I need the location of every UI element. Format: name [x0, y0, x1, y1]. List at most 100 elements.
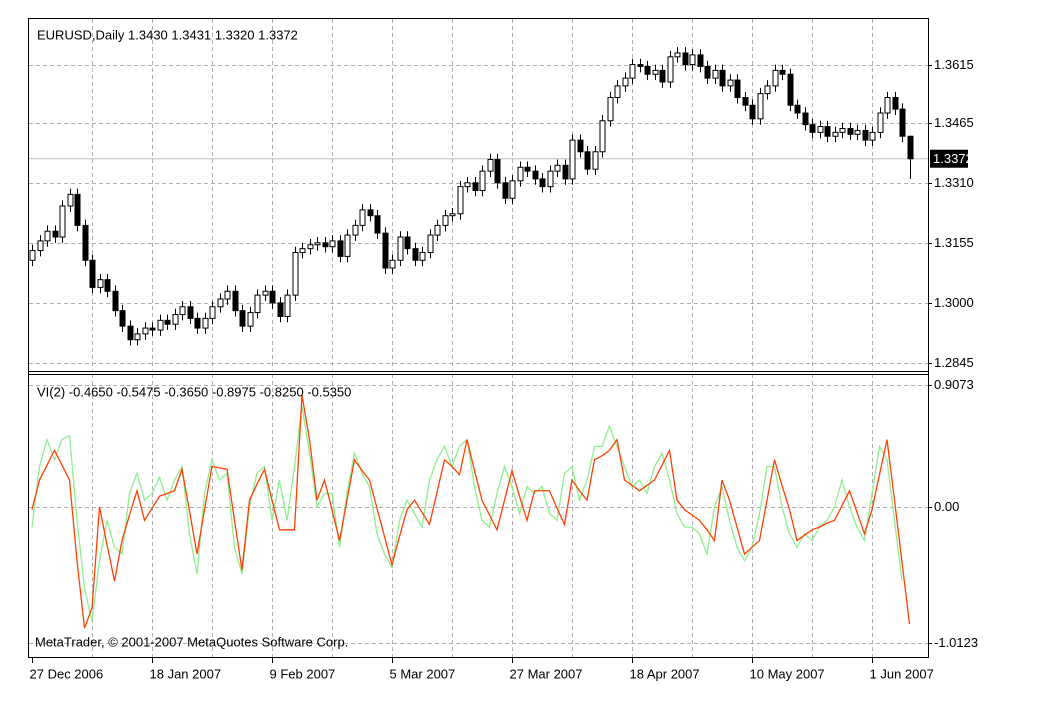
candle-body: [74, 193, 81, 226]
candle-body: [179, 306, 186, 316]
candle-body: [389, 259, 396, 269]
candle-body: [607, 97, 614, 122]
candle-body: [832, 131, 839, 137]
candle-body: [397, 236, 404, 261]
price-title: EURUSD,Daily 1.3430 1.3431 1.3320 1.3372: [37, 27, 298, 42]
indicator-line: [31, 395, 911, 629]
candle-body: [217, 298, 224, 308]
candle-body: [599, 120, 606, 153]
indicator-title: VI(2) -0.4650 -0.5475 -0.3650 -0.8975 -0…: [37, 384, 351, 399]
candle-body: [854, 129, 861, 135]
candle-body: [367, 209, 374, 217]
candle-body: [584, 151, 591, 170]
candle-body: [37, 240, 44, 252]
candle-body: [104, 279, 111, 292]
labels-layer: 27 Dec 2006 18 Jan 2007 9 Feb 2007 5 Mar 20…: [30, 57, 979, 682]
candle-body: [89, 259, 96, 288]
candle-body: [29, 250, 36, 261]
candle-body: [442, 215, 449, 226]
candle-body: [712, 69, 719, 79]
candle-body: [884, 97, 891, 114]
candle-body: [359, 209, 366, 226]
y-tick-label: 1.3615: [934, 57, 974, 72]
copyright: MetaTrader, © 2001-2007 MetaQuotes Softw…: [35, 634, 348, 649]
candle-body: [869, 131, 876, 141]
candle-body: [547, 170, 554, 188]
current-price-box: [930, 149, 968, 168]
candle-body: [269, 290, 276, 304]
candle-body: [907, 135, 914, 160]
candle-body: [449, 213, 456, 217]
candle-body: [569, 139, 576, 180]
candle-body: [59, 205, 66, 238]
frame: [28, 18, 929, 658]
candle-body: [344, 234, 351, 257]
candle-body: [494, 159, 501, 184]
candle-body: [817, 126, 824, 133]
candle-body: [209, 306, 216, 319]
candle-body: [787, 73, 794, 106]
x-tick-label: 9 Feb 2007: [270, 666, 336, 681]
x-tick-label: 27 Mar 2007: [510, 666, 583, 681]
candle-body: [82, 224, 89, 261]
y-tick-label: 0.9073: [934, 377, 974, 392]
candle-body: [239, 310, 246, 327]
candle-body: [524, 166, 531, 172]
x-tick-label: 27 Dec 2006: [30, 666, 104, 681]
candle-body: [839, 128, 846, 133]
candle-body: [322, 242, 329, 248]
candle-body: [307, 244, 314, 250]
candle-body: [472, 182, 479, 192]
candle-body: [892, 97, 899, 110]
marks-layer: [29, 47, 914, 629]
candle-body: [374, 215, 381, 234]
candle-body: [659, 69, 666, 83]
candle-body: [67, 193, 74, 207]
candle-body: [284, 294, 291, 317]
x-tick-label: 5 Mar 2007: [390, 666, 456, 681]
y-tick-label: 1.3000: [934, 295, 974, 310]
candle-body: [232, 290, 239, 312]
candle-body: [562, 164, 569, 180]
candle-body: [667, 56, 674, 83]
candle-body: [164, 319, 171, 325]
candle-body: [457, 186, 464, 215]
candle-body: [487, 159, 494, 172]
candle-body: [779, 69, 786, 75]
candle-body: [772, 69, 779, 87]
candle-body: [622, 77, 629, 87]
x-tick-label: 10 May 2007: [750, 666, 825, 681]
candle-body: [532, 170, 539, 180]
candle-body: [502, 182, 509, 199]
y-tick-label: 0.00: [934, 499, 959, 514]
y-tick-label: 1.3155: [934, 235, 974, 250]
candle-body: [479, 170, 486, 192]
candle-body: [412, 248, 419, 261]
candle-body: [337, 240, 344, 257]
candle-body: [52, 230, 59, 238]
candle-body: [862, 129, 869, 141]
candle-body: [719, 69, 726, 87]
x-tick-label: 18 Apr 2007: [630, 666, 700, 681]
candle-body: [727, 79, 734, 87]
candle-body: [352, 224, 359, 236]
candle-body: [592, 151, 599, 170]
candle-body: [847, 128, 854, 135]
candle-body: [742, 97, 749, 106]
candle-body: [202, 317, 209, 329]
candle-body: [142, 327, 149, 335]
candle-body: [794, 104, 801, 114]
candle-body: [419, 252, 426, 261]
candle-body: [404, 236, 411, 250]
candle-body: [172, 314, 179, 325]
candle-body: [119, 310, 126, 327]
candle-body: [427, 234, 434, 254]
candle-body: [127, 325, 134, 341]
candle-body: [539, 178, 546, 188]
candle-body: [247, 312, 254, 327]
candle-body: [637, 64, 644, 68]
candle-body: [682, 52, 689, 66]
candle-body: [134, 333, 141, 341]
candle-body: [577, 139, 584, 153]
candle-body: [697, 54, 704, 68]
